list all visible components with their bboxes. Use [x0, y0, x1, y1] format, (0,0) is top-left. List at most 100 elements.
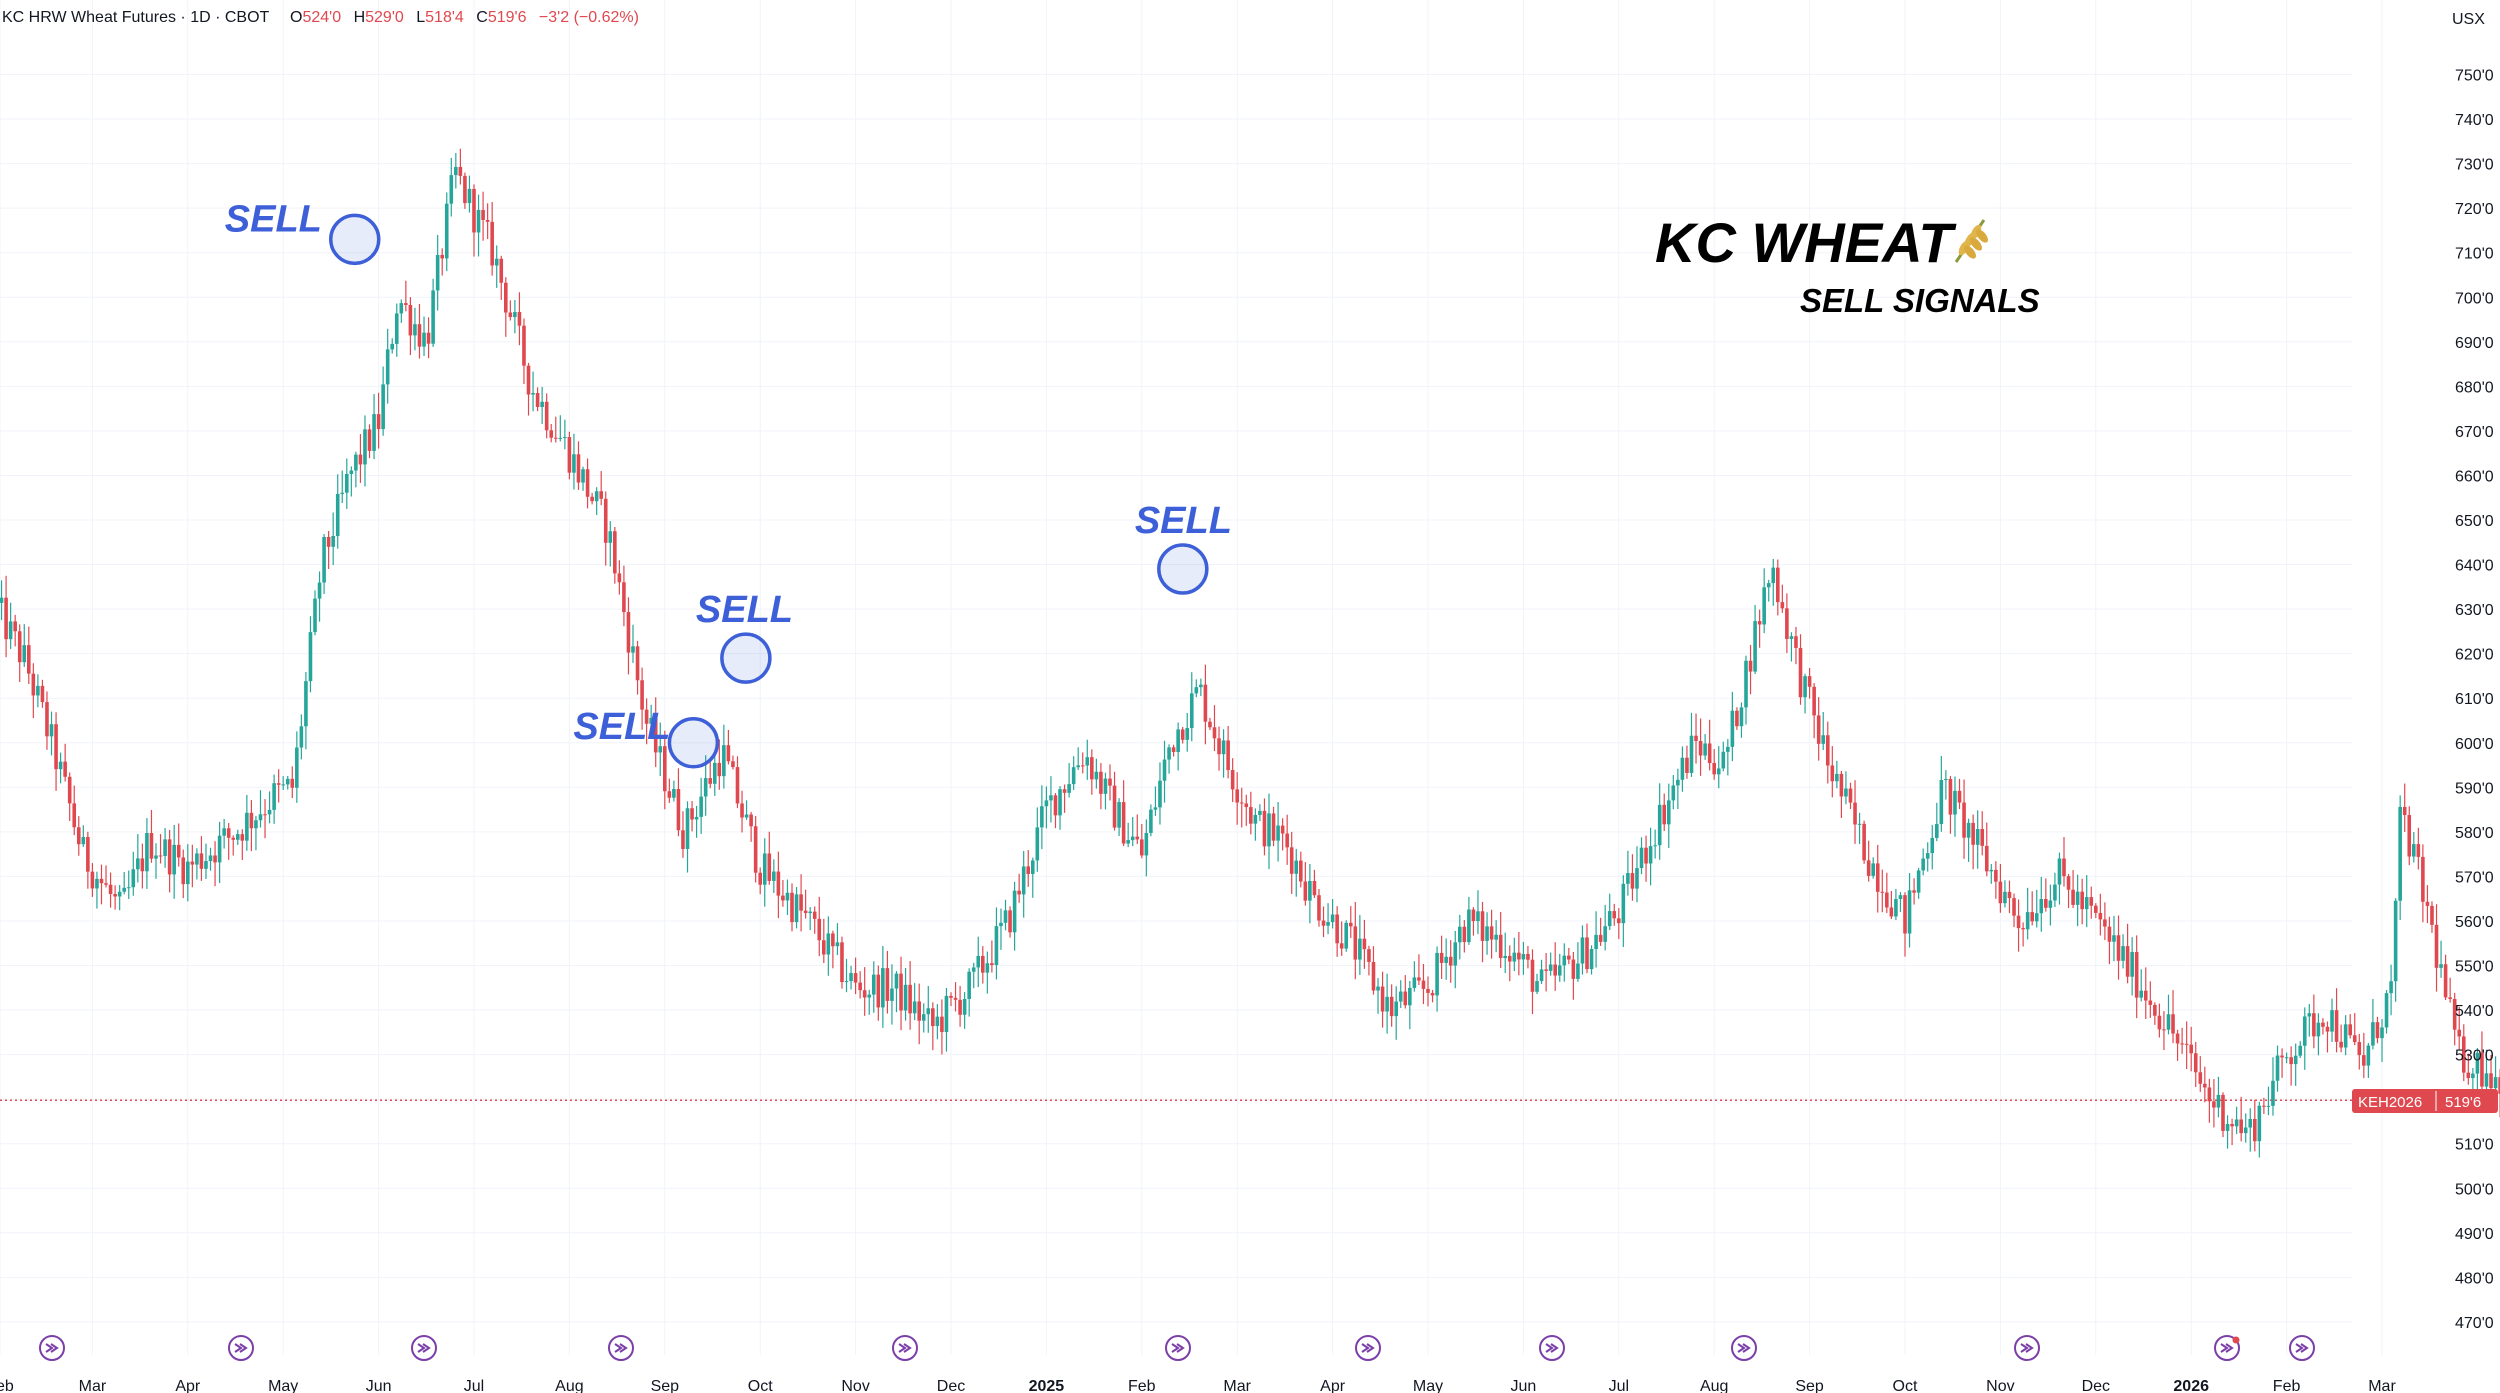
candle-body [1535, 981, 1539, 992]
candle-body [1339, 943, 1344, 949]
time-tick-label: Apr [175, 1378, 201, 1393]
candle-body [658, 746, 663, 753]
sell-signal-circle [329, 213, 381, 266]
candle-body [1112, 785, 1117, 828]
candle-body [649, 717, 653, 724]
candle-body [354, 454, 358, 471]
candle-body [1398, 991, 1403, 1002]
chart-title: KC WHEAT [1655, 211, 1957, 274]
time-axis[interactable]: Feb Mar Apr May Jun Jul Aug Sep Oct Nov Dec 2025 Feb… [0, 1378, 2396, 1393]
candle-body [1598, 934, 1603, 942]
timeline-event-icon[interactable] [2289, 1335, 2315, 1361]
price-tick-label: 480'0 [2455, 1270, 2494, 1287]
candle-body [1639, 847, 1644, 869]
candle-body [617, 573, 622, 583]
candle-body [894, 973, 899, 989]
price-tick-label: 730'0 [2455, 157, 2494, 174]
candle-body [1712, 763, 1716, 775]
candle-body [694, 816, 699, 820]
candle-body [1830, 765, 1835, 782]
candle-body [2321, 1022, 2325, 1027]
candle-body [1208, 721, 1212, 728]
candle-body [490, 221, 494, 266]
candle-body [304, 681, 308, 727]
dividend-alert-icon[interactable] [2214, 1335, 2240, 1361]
candle-body [940, 1016, 944, 1032]
timeline-event-icon[interactable] [228, 1335, 254, 1361]
timeline-event-icon[interactable] [608, 1335, 634, 1361]
candle-body [2089, 897, 2094, 906]
timeline-event-icon[interactable] [1731, 1335, 1757, 1361]
candle-body [1489, 926, 1494, 940]
candle-body [2153, 1004, 2157, 1016]
candle-body [1721, 751, 1726, 769]
candle-body [308, 632, 313, 682]
candle-body [594, 491, 599, 502]
time-tick-label: 2026 [2173, 1378, 2209, 1393]
candle-body [1249, 807, 1253, 824]
candle-body [1648, 846, 1653, 864]
candle-body [1848, 788, 1853, 803]
candle-body [1739, 707, 1744, 727]
sell-signal-label: SELL [573, 706, 670, 748]
timeline-event-icon[interactable] [2014, 1335, 2040, 1361]
candle-body [158, 855, 163, 857]
price-tick-label: 560'0 [2455, 914, 2494, 931]
timeline-event-icon[interactable] [892, 1335, 918, 1361]
candle-body [1294, 860, 1299, 874]
timeline-event-icon[interactable] [1355, 1335, 1381, 1361]
price-axis[interactable]: 750'0 740'0 730'0 720'0 710'0 700'0 690'0 680'0… [2455, 68, 2494, 1332]
candle-body [1099, 771, 1103, 794]
candle-body [1753, 621, 1757, 672]
candle-body [36, 685, 40, 696]
candle-body [2307, 1013, 2312, 1017]
candle-body [631, 646, 635, 653]
currency-label[interactable]: USX [2452, 11, 2485, 28]
candle-body [2475, 1052, 2480, 1074]
candle-body [1326, 922, 1330, 926]
candlestick-series [0, 148, 2500, 1158]
candle-body [186, 861, 190, 885]
candle-body [1766, 583, 1771, 588]
candle-body [1058, 789, 1062, 816]
candle-body [2302, 1016, 2307, 1046]
candle-body [1521, 953, 1526, 960]
candle-body [2380, 1027, 2384, 1039]
candle-body [613, 531, 617, 574]
symbol-title[interactable]: KC HRW Wheat Futures · 1D · CBOT [2, 9, 270, 26]
timeline-event-icon[interactable] [1539, 1335, 1565, 1361]
candle-body [871, 974, 876, 995]
candle-body [2316, 1022, 2321, 1037]
candle-body [2262, 1105, 2266, 1107]
candle-body [1812, 686, 1816, 716]
candle-body [2107, 926, 2112, 942]
candle-body [1880, 891, 1885, 893]
candle-body [117, 891, 122, 897]
chart-grid [0, 0, 2383, 1355]
candle-body [881, 968, 885, 1008]
price-tick-label: 500'0 [2455, 1181, 2494, 1198]
candle-body [2062, 858, 2066, 877]
candle-body [1276, 825, 1280, 841]
candle-body [2489, 1073, 2493, 1089]
candle-body [2116, 935, 2121, 961]
candle-body [976, 955, 981, 968]
timeline-event-icon[interactable] [1165, 1335, 1191, 1361]
price-tick-label: 540'0 [2455, 1003, 2494, 1020]
last-price-tag[interactable]: KEH2026 519'6 [2352, 1089, 2498, 1113]
candle-body [1894, 899, 1898, 917]
candle-body [885, 968, 890, 1001]
candle-body [608, 531, 613, 543]
timeline-event-icon[interactable] [411, 1335, 437, 1361]
candle-body [2339, 1041, 2343, 1048]
price-tag-value: 519'6 [2445, 1094, 2481, 1111]
price-tick-label: 630'0 [2455, 602, 2494, 619]
candle-body [590, 496, 594, 502]
candle-body [167, 839, 172, 875]
candle-body [1362, 938, 1367, 950]
candle-body [1585, 937, 1589, 970]
candle-body [1726, 746, 1730, 752]
candle-body [790, 892, 794, 923]
timeline-event-icon[interactable] [39, 1335, 65, 1361]
candle-body [417, 324, 422, 347]
